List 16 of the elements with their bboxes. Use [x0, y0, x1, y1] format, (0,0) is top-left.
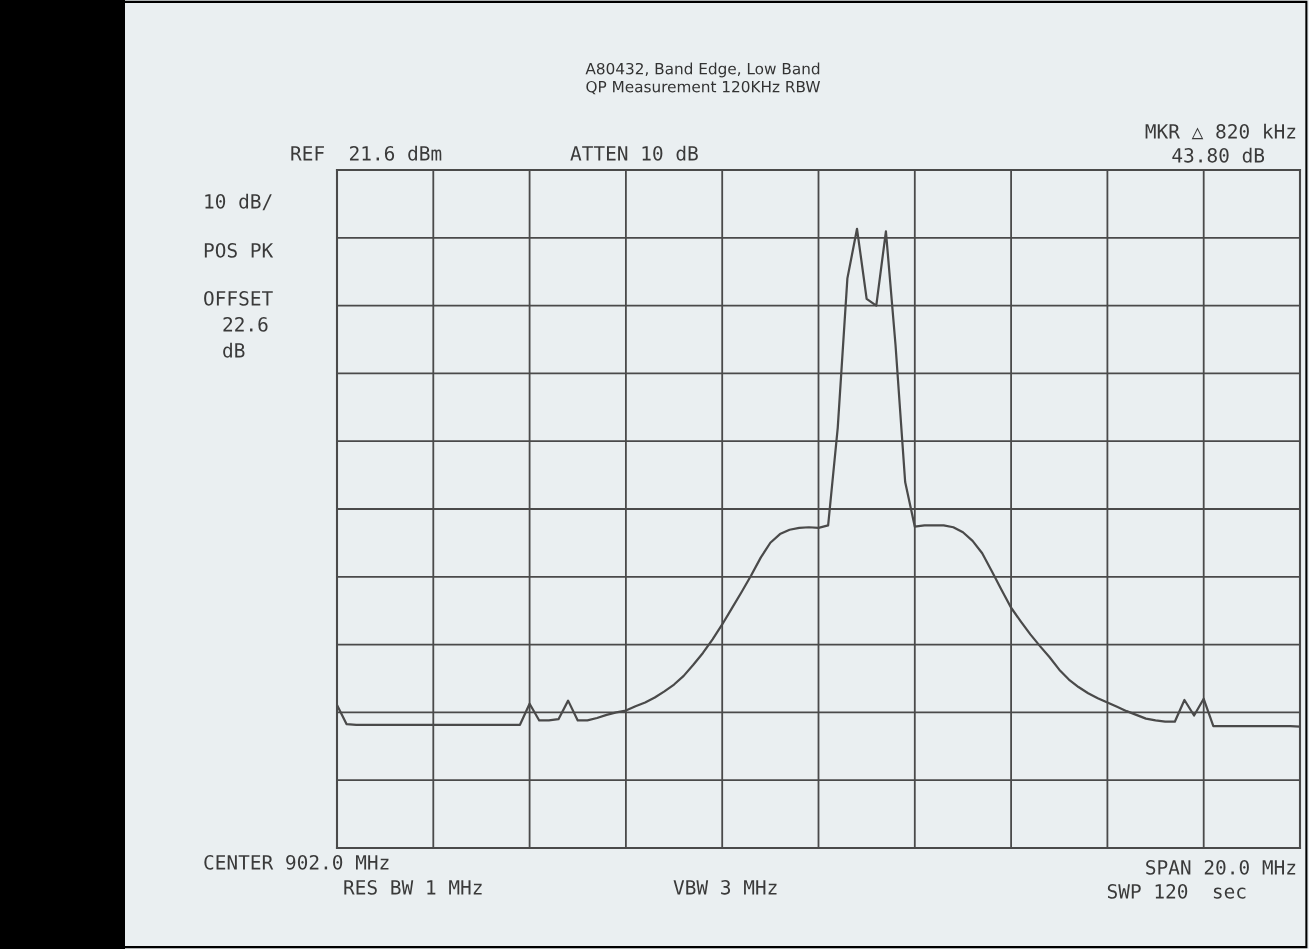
text: 43.80 dB — [1172, 147, 1265, 163]
chart-subtitle: QP Measurement 120KHz RBW — [586, 80, 821, 95]
text: VBW 3 MHz — [673, 879, 777, 895]
text: POS PK — [204, 242, 274, 258]
text: 10 dB/ — [205, 193, 272, 211]
text: OFFSET — [204, 290, 273, 306]
text: RES BW 1 MHz — [344, 879, 482, 895]
chart-title: A80432, Band Edge, Low Band — [585, 62, 820, 78]
text: SPAN 20.0 MHz — [1146, 859, 1296, 875]
text: REF 21.6 dBm — [291, 145, 442, 161]
text: SWP 120 sec — [1107, 883, 1246, 899]
text: ATTEN 10 dB — [570, 145, 698, 161]
text: CENTER 902.0 MHz — [204, 854, 389, 870]
text: dB — [223, 342, 245, 358]
text: 22.6 — [223, 316, 268, 332]
text: MKR △ 820 kHz — [1145, 123, 1296, 140]
